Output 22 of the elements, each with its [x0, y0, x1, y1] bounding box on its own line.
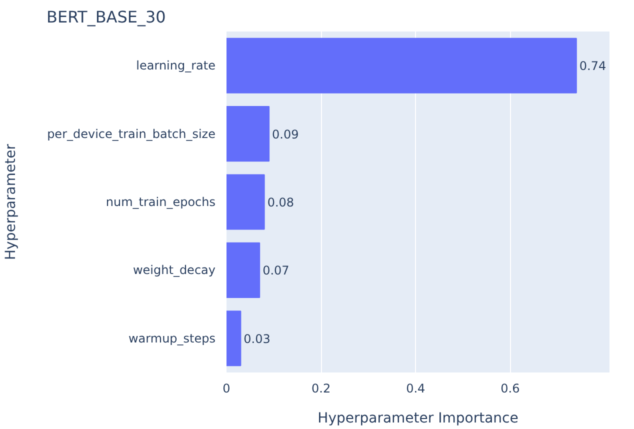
y-axis-title: Hyperparameter: [3, 144, 20, 260]
y-tick-label: per_device_train_batch_size: [47, 126, 216, 141]
data-label: 0.08: [267, 196, 294, 210]
y-tick-label: weight_decay: [132, 263, 216, 278]
bar: [226, 310, 242, 366]
data-label: 0.07: [262, 264, 290, 278]
x-tick-label: 0.4: [406, 382, 426, 396]
chart-title: BERT_BASE_30: [46, 8, 166, 26]
bar: [226, 242, 260, 298]
data-label: 0.09: [272, 127, 299, 142]
bar: [226, 106, 270, 162]
x-axis-title: Hyperparameter Importance: [318, 410, 518, 426]
x-tick-label: 0.6: [500, 382, 520, 396]
y-tick-label: warmup_steps: [128, 331, 216, 346]
y-tick-label: learning_rate: [136, 58, 216, 73]
data-label: 0.74: [579, 59, 606, 74]
bar: [226, 174, 265, 230]
y-tick-label: num_train_epochs: [106, 195, 216, 209]
x-tick-label: 0: [222, 382, 230, 396]
x-tick-label: 0.2: [312, 382, 331, 396]
data-label: 0.03: [244, 332, 270, 346]
bar: [226, 38, 577, 94]
